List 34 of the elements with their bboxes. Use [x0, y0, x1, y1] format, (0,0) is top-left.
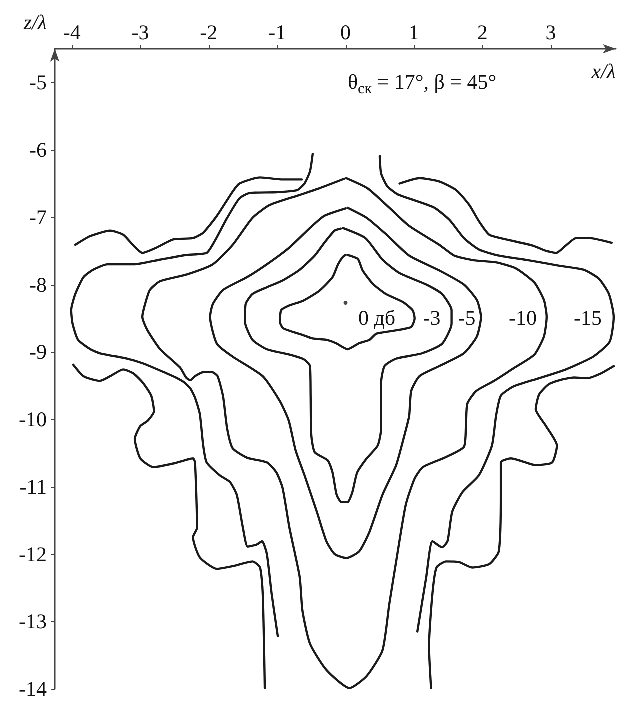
line-series	[74, 176, 304, 254]
y-tick-label: -14	[19, 677, 48, 701]
y-tick-label: -8	[30, 272, 47, 297]
x-tick-label: -3	[132, 20, 150, 44]
y-tick-label: -11	[20, 474, 47, 499]
y-tick-label: -13	[19, 610, 47, 634]
x-tick-label: -2	[200, 20, 218, 44]
line-series	[70, 152, 314, 638]
x-tick-label: 0	[340, 20, 352, 44]
y-tick-label: -5	[30, 70, 47, 95]
line-series	[278, 254, 416, 351]
x-axis-title: x/λ	[590, 60, 616, 84]
line-series	[209, 206, 482, 560]
x-tick-label: 3	[546, 20, 556, 44]
line-series	[398, 177, 613, 254]
annotation: -10	[509, 306, 537, 330]
line-series	[428, 365, 616, 690]
annotation: -15	[574, 306, 602, 330]
annotation: -5	[458, 306, 476, 330]
x-tick-label: 2	[477, 20, 488, 44]
y-axis-title: z/λ	[22, 10, 47, 34]
x-tick-label: -4	[63, 20, 82, 44]
x-tick-label: -1	[268, 20, 286, 44]
x-tick-label: 1	[408, 20, 420, 44]
line-series	[244, 227, 453, 504]
y-tick-label: -7	[30, 205, 47, 230]
line-series	[72, 364, 266, 690]
y-tick-label: -9	[30, 340, 47, 364]
y-tick-label: -10	[19, 408, 47, 432]
annotation: -3	[423, 306, 441, 330]
y-tick-label: -6	[30, 138, 47, 162]
annotation: 0 дб	[358, 306, 396, 330]
y-tick-label: -12	[19, 542, 47, 566]
line-series	[141, 177, 548, 690]
